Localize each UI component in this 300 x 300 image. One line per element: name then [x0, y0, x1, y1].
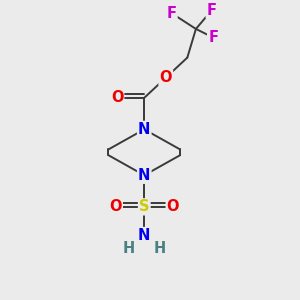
Text: O: O [167, 199, 179, 214]
Text: O: O [109, 199, 122, 214]
Text: F: F [207, 3, 217, 18]
Text: F: F [208, 30, 218, 45]
Text: S: S [139, 199, 149, 214]
Text: N: N [138, 168, 150, 183]
Text: N: N [138, 228, 150, 243]
Text: F: F [167, 6, 176, 21]
Text: H: H [154, 241, 166, 256]
Text: O: O [160, 70, 172, 85]
Text: N: N [138, 122, 150, 137]
Text: H: H [122, 241, 135, 256]
Text: O: O [111, 90, 123, 105]
